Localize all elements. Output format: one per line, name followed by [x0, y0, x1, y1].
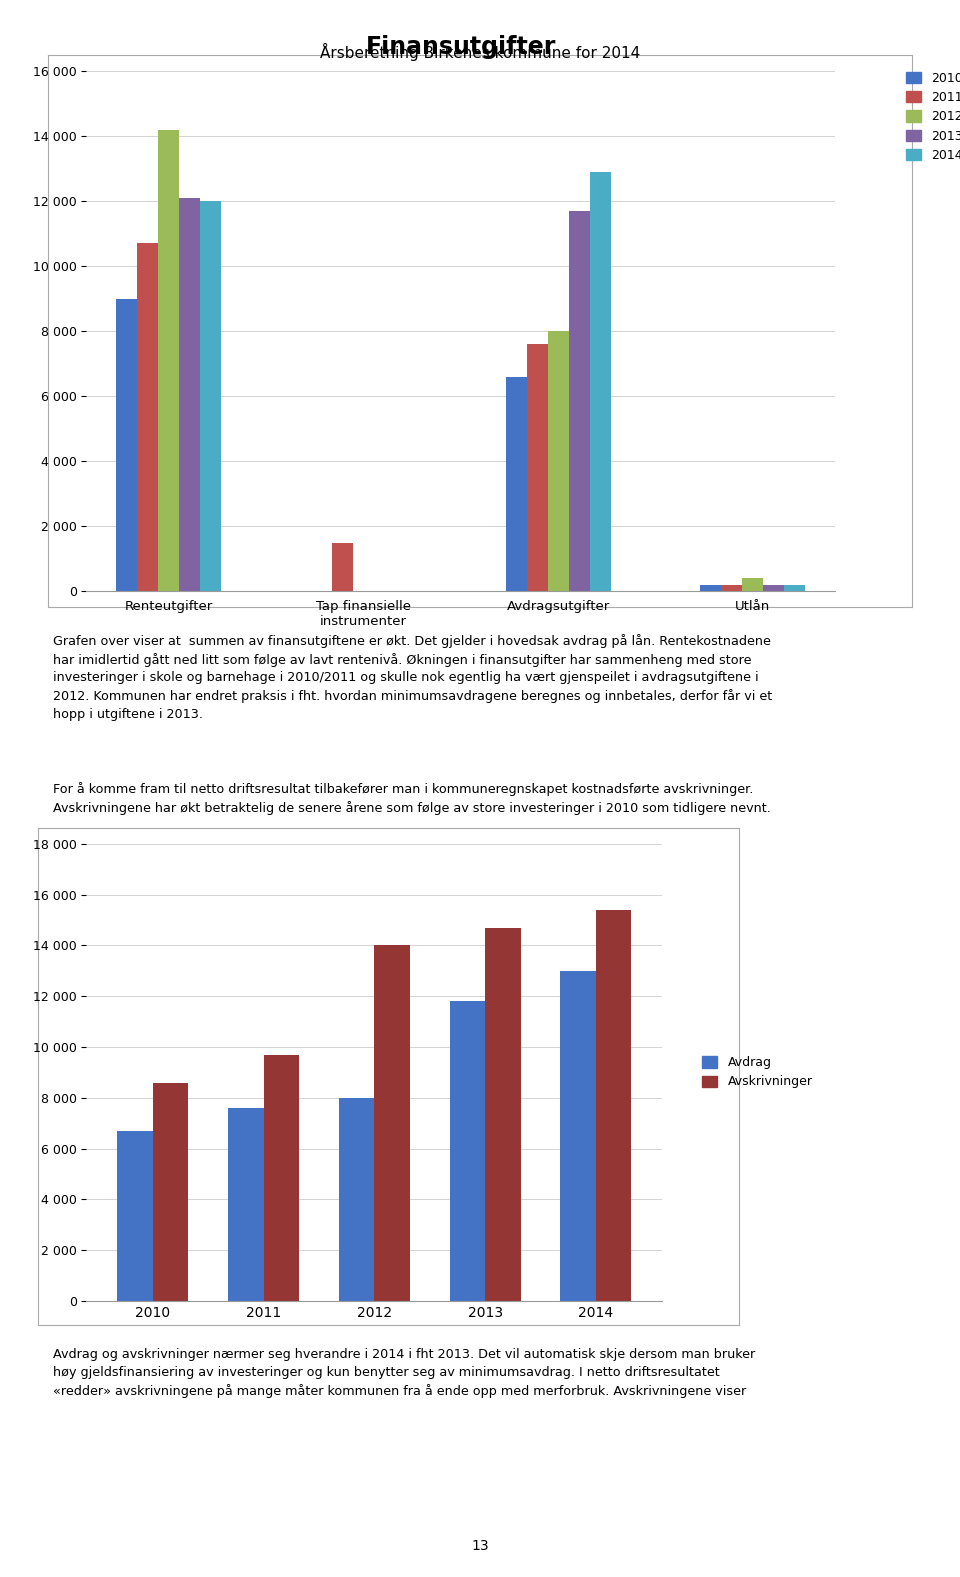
Bar: [153, 1082, 188, 1301]
Bar: [527, 344, 547, 591]
Bar: [742, 579, 763, 591]
Text: 13: 13: [471, 1539, 489, 1553]
Bar: [589, 172, 611, 591]
Title: Finansutgifter: Finansutgifter: [366, 35, 556, 60]
Bar: [116, 298, 137, 591]
Bar: [485, 927, 520, 1301]
Bar: [264, 1055, 300, 1301]
Bar: [506, 377, 527, 591]
Bar: [784, 585, 805, 591]
Bar: [339, 1098, 374, 1301]
Bar: [117, 1131, 153, 1301]
Bar: [201, 202, 221, 591]
Bar: [721, 585, 742, 591]
Bar: [568, 211, 589, 591]
Bar: [763, 585, 784, 591]
Bar: [701, 585, 721, 591]
Bar: [228, 1109, 264, 1301]
Legend: 2010, 2011, 2012, 2013, 2014: 2010, 2011, 2012, 2013, 2014: [900, 66, 960, 167]
Bar: [158, 129, 180, 591]
Text: Grafen over viser at  summen av finansutgiftene er økt. Det gjelder i hovedsak a: Grafen over viser at summen av finansutg…: [53, 634, 772, 721]
Legend: Avdrag, Avskrivninger: Avdrag, Avskrivninger: [698, 1052, 818, 1093]
Bar: [180, 197, 201, 591]
Bar: [449, 1001, 485, 1301]
Text: Avdrag og avskrivninger nærmer seg hverandre i 2014 i fht 2013. Det vil automati: Avdrag og avskrivninger nærmer seg hvera…: [53, 1348, 756, 1397]
Bar: [332, 542, 353, 591]
Bar: [137, 243, 158, 591]
Bar: [596, 910, 632, 1301]
Text: Årsberetning Birkenes kommune for 2014: Årsberetning Birkenes kommune for 2014: [320, 43, 640, 60]
Text: For å komme fram til netto driftsresultat tilbakefører man i kommuneregnskapet k: For å komme fram til netto driftsresulta…: [53, 782, 771, 815]
Bar: [561, 971, 596, 1301]
Bar: [374, 945, 410, 1301]
Bar: [547, 331, 568, 591]
